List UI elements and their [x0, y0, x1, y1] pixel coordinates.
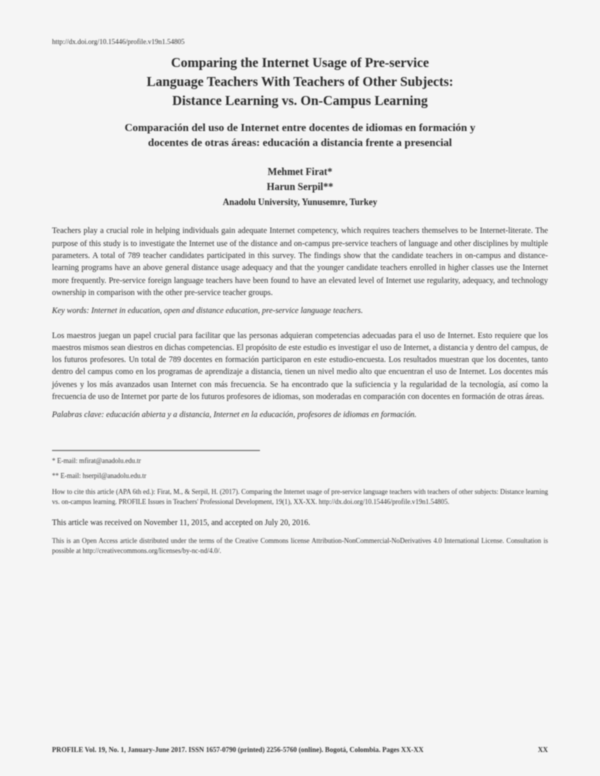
- author-1: Mehmet Firat*: [268, 167, 333, 178]
- title-en-l3: Distance Learning vs. On-Campus Learning: [172, 93, 427, 108]
- title-spanish: Comparación del uso de Internet entre do…: [52, 121, 548, 152]
- page-footer: PROFILE Vol. 19, No. 1, January-June 201…: [52, 746, 548, 754]
- footnote-email-1: * E-mail: mfirat@anadolu.edu.tr: [52, 457, 548, 467]
- received-date: This article was received on November 11…: [52, 518, 548, 527]
- title-es-l1: Comparación del uso de Internet entre do…: [125, 122, 476, 134]
- abstract-spanish: Los maestros juegan un papel crucial par…: [52, 330, 548, 404]
- title-en-l2: Language Teachers With Teachers of Other…: [147, 74, 454, 89]
- keywords-english: Key words: Internet in education, open a…: [52, 305, 548, 317]
- author-2: Harun Serpil**: [267, 182, 333, 193]
- title-en-l1: Comparing the Internet Usage of Pre-serv…: [171, 55, 429, 70]
- title-english: Comparing the Internet Usage of Pre-serv…: [52, 54, 548, 111]
- footnote-email-2: ** E-mail: hserpil@anadolu.edu.tr: [52, 472, 548, 482]
- affiliation: Anadolu University, Yunusemre, Turkey: [52, 197, 548, 207]
- footnotes-divider: [52, 450, 260, 457]
- footnotes-block: * E-mail: mfirat@anadolu.edu.tr ** E-mai…: [52, 457, 548, 557]
- keywords-spanish: Palabras clave: educación abierta y a di…: [52, 409, 548, 421]
- title-es-l2: docentes de otras áreas: educación a dis…: [148, 137, 452, 149]
- abstract-english: Teachers play a crucial role in helping …: [52, 225, 548, 299]
- how-to-cite: How to cite this article (APA 6th ed.): …: [52, 488, 548, 508]
- authors-block: Mehmet Firat* Harun Serpil**: [52, 165, 548, 195]
- page-number: XX: [538, 746, 548, 754]
- license-text: This is an Open Access article distribut…: [52, 537, 548, 557]
- footer-citation: PROFILE Vol. 19, No. 1, January-June 201…: [52, 746, 424, 754]
- doi-link: http://dx.doi.org/10.15446/profile.v19n1…: [52, 38, 548, 46]
